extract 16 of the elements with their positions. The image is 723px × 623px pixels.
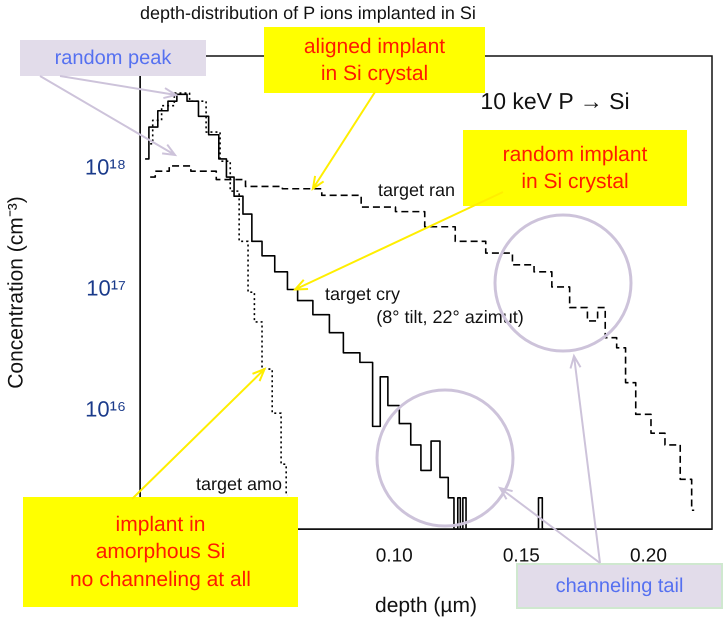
y-tick-label: 10¹⁶: [85, 396, 126, 422]
series-label: target ran: [378, 180, 456, 200]
label-box: channeling tail: [516, 563, 723, 609]
annotation: (8° tilt, 22° azimut): [375, 306, 525, 329]
label-box: random peak: [20, 40, 206, 76]
series-label: target cry: [325, 284, 400, 304]
x-axis-title: depth (µm): [375, 594, 477, 618]
series-label: target amo: [196, 474, 282, 494]
callout-box: implant in amorphous Si no channeling at all: [23, 497, 298, 607]
y-axis-title: Concentration (cm⁻³): [4, 196, 28, 389]
callout-box: random implant in Si crystal: [463, 130, 687, 206]
callout-box: aligned implant in Si crystal: [264, 27, 485, 93]
y-tick-label: 10¹⁸: [84, 154, 126, 180]
x-tick-label: 0.10: [376, 546, 413, 567]
y-tick-label: 10¹⁷: [86, 276, 126, 301]
chart-title: depth-distribution of P ions implanted in Si: [140, 3, 476, 24]
